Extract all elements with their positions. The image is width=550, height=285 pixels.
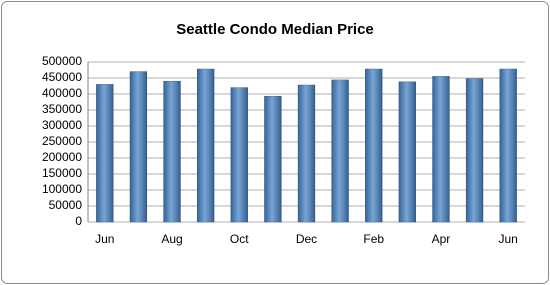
bar-shade — [264, 96, 282, 222]
bar-shade — [398, 81, 416, 222]
y-tick-label: 250000 — [42, 134, 82, 148]
y-tick-label: 350000 — [42, 102, 82, 116]
y-tick-label: 0 — [75, 214, 82, 228]
bar-shade — [96, 84, 114, 223]
bar-shade — [197, 69, 215, 222]
bar-shade — [365, 69, 383, 222]
y-tick-label: 450000 — [42, 70, 82, 84]
y-tick-label: 150000 — [42, 166, 82, 180]
chart-title: Seattle Condo Median Price — [176, 21, 374, 38]
x-tick-label: Jun — [95, 232, 114, 246]
x-tick-label: Apr — [432, 232, 451, 246]
bar-shade — [130, 71, 147, 222]
bar-shade — [163, 81, 181, 222]
bar-shade — [230, 87, 248, 222]
y-tick-label: 200000 — [42, 150, 82, 164]
y-tick-label: 400000 — [42, 86, 82, 100]
y-tick-label: 50000 — [49, 198, 83, 212]
x-tick-label: Dec — [296, 232, 317, 246]
x-tick-label: Aug — [161, 232, 182, 246]
y-tick-label: 500000 — [42, 54, 82, 68]
bar-shade — [331, 79, 349, 222]
x-tick-label: Jun — [499, 232, 518, 246]
bar-shade — [298, 85, 315, 222]
x-tick-label: Feb — [363, 232, 384, 246]
bar-shade — [466, 78, 483, 222]
y-tick-label: 300000 — [42, 118, 82, 132]
bar-shade — [499, 69, 517, 222]
bar-shade — [432, 76, 450, 223]
y-tick-label: 100000 — [42, 182, 82, 196]
x-tick-label: Oct — [230, 232, 249, 246]
